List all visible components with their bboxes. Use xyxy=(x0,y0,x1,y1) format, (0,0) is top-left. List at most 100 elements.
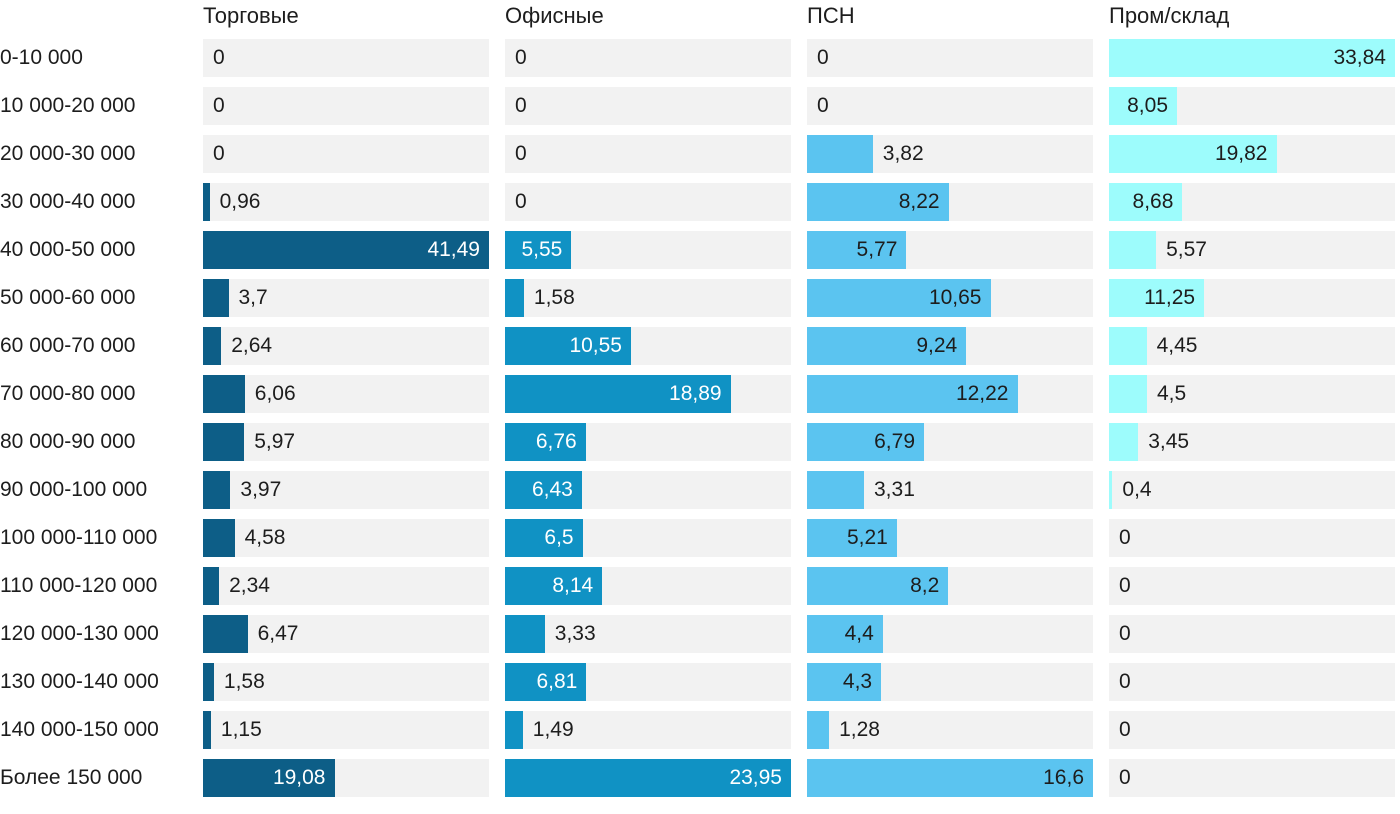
bar-cell: 0,96 xyxy=(203,183,489,221)
bar-value-label: 2,64 xyxy=(231,334,273,357)
bar-value-label: 3,97 xyxy=(240,478,282,501)
bar xyxy=(505,711,523,749)
bar-track: 0 xyxy=(505,135,791,173)
row-label: 80 000-90 000 xyxy=(0,430,136,453)
bar-value-label: 11,25 xyxy=(1144,286,1196,309)
bar-value-label: 3,7 xyxy=(238,286,268,309)
bar-cell: 4,5 xyxy=(1109,375,1395,413)
bar xyxy=(203,183,210,221)
row-label: 110 000-120 000 xyxy=(0,574,158,597)
bar-value-label: 8,05 xyxy=(1127,94,1168,117)
bar-value-label: 5,77 xyxy=(856,238,898,261)
bar-value-label: 6,43 xyxy=(531,478,573,501)
bar-value-label: 10,55 xyxy=(569,334,622,357)
bar-track: 0,4 xyxy=(1109,471,1395,509)
bar-cell: 6,76 xyxy=(505,423,791,461)
bar-cell: 19,08 xyxy=(203,759,489,797)
bar-track: 0 xyxy=(1109,567,1395,605)
bar-cell: 5,57 xyxy=(1109,231,1395,269)
row-label: 30 000-40 000 xyxy=(0,190,136,213)
bar-track: 2,64 xyxy=(203,327,489,365)
row-label: 0-10 000 xyxy=(0,46,83,69)
row-label: 130 000-140 000 xyxy=(0,670,159,693)
bar-cell: 0 xyxy=(1109,711,1395,749)
bar-cell: 23,95 xyxy=(505,759,791,797)
bar-value-label: 0 xyxy=(1119,574,1131,597)
chart-row: 50 000-60 000 3,7 1,58 10,65 11,25 xyxy=(0,279,1400,317)
bar-cell: 3,31 xyxy=(807,471,1093,509)
bar-value-label: 0 xyxy=(1119,718,1131,741)
bar-value-label: 19,82 xyxy=(1214,142,1268,165)
chart-row: 80 000-90 000 5,97 6,76 6,79 3,45 xyxy=(0,423,1400,461)
bar-track: 3,31 xyxy=(807,471,1093,509)
bar-cell: 9,24 xyxy=(807,327,1093,365)
bar xyxy=(203,423,245,461)
bar-value-label: 3,45 xyxy=(1148,430,1190,453)
row-label: 50 000-60 000 xyxy=(0,286,136,309)
bar xyxy=(505,279,524,317)
bar-cell: 2,64 xyxy=(203,327,489,365)
bar-value-label: 6,06 xyxy=(254,382,296,405)
bar xyxy=(203,327,222,365)
bar-track: 0 xyxy=(1109,759,1395,797)
bar-cell: 0 xyxy=(807,39,1093,77)
bar-track: 1,49 xyxy=(505,711,791,749)
bar-cell: 4,4 xyxy=(807,615,1093,653)
bar-track: 5,21 xyxy=(807,519,1093,557)
bar-cell: 8,05 xyxy=(1109,87,1395,125)
bar-value-label: 0 xyxy=(213,94,225,117)
bar xyxy=(807,423,924,461)
bar-value-label: 18,89 xyxy=(669,382,722,405)
bar-value-label: 41,49 xyxy=(427,238,480,261)
bar-cell: 8,22 xyxy=(807,183,1093,221)
bar xyxy=(203,567,220,605)
bar-track: 41,49 xyxy=(203,231,489,269)
bar-cell: 0,4 xyxy=(1109,471,1395,509)
bar xyxy=(505,375,731,413)
bar-track: 0 xyxy=(203,39,489,77)
bar-cell: 5,77 xyxy=(807,231,1093,269)
bar-value-label: 12,22 xyxy=(955,382,1009,405)
bar-cell: 3,7 xyxy=(203,279,489,317)
bar-value-label: 0,4 xyxy=(1122,478,1152,501)
bar-cell: 0 xyxy=(505,87,791,125)
row-label: 20 000-30 000 xyxy=(0,142,136,165)
bar xyxy=(807,231,907,269)
bar-value-label: 5,97 xyxy=(254,430,296,453)
bar-track: 2,34 xyxy=(203,567,489,605)
bar-cell: 16,6 xyxy=(807,759,1093,797)
bar xyxy=(807,711,830,749)
bar-value-label: 3,33 xyxy=(554,622,596,645)
bar-track: 6,43 xyxy=(505,471,791,509)
bar xyxy=(203,279,229,317)
bar-value-label: 0 xyxy=(1119,622,1131,645)
bar-cell: 10,65 xyxy=(807,279,1093,317)
header-prom-sklad: Пром/склад xyxy=(1109,3,1230,28)
bar-track: 1,58 xyxy=(505,279,791,317)
bar xyxy=(807,567,949,605)
bar-cell: 0 xyxy=(505,135,791,173)
bar xyxy=(807,759,1093,797)
bar-value-label: 4,45 xyxy=(1156,334,1198,357)
bar-track: 0 xyxy=(1109,519,1395,557)
bar-cell: 4,45 xyxy=(1109,327,1395,365)
bar-cell: 33,84 xyxy=(1109,39,1395,77)
bar-track: 0 xyxy=(807,87,1093,125)
bar-cell: 6,5 xyxy=(505,519,791,557)
bar-track: 0 xyxy=(1109,663,1395,701)
bar-value-label: 9,24 xyxy=(916,334,958,357)
bar-cell: 1,58 xyxy=(505,279,791,317)
bar-cell: 6,47 xyxy=(203,615,489,653)
chart-rows: 0-10 000 0 0 0 33,84 10 000-20 000 0 0 0 8,05 20 0… xyxy=(0,39,1400,797)
bar-track: 18,89 xyxy=(505,375,791,413)
bar-cell: 0 xyxy=(1109,519,1395,557)
chart-row: 0-10 000 0 0 0 33,84 xyxy=(0,39,1400,77)
bar-track: 6,79 xyxy=(807,423,1093,461)
bar-value-label: 2,34 xyxy=(229,574,270,597)
bar-value-label: 3,82 xyxy=(882,142,924,165)
chart-row: 20 000-30 000 0 0 3,82 19,82 xyxy=(0,135,1400,173)
bar xyxy=(505,471,582,509)
bar xyxy=(1109,135,1277,173)
bar-cell: 5,21 xyxy=(807,519,1093,557)
